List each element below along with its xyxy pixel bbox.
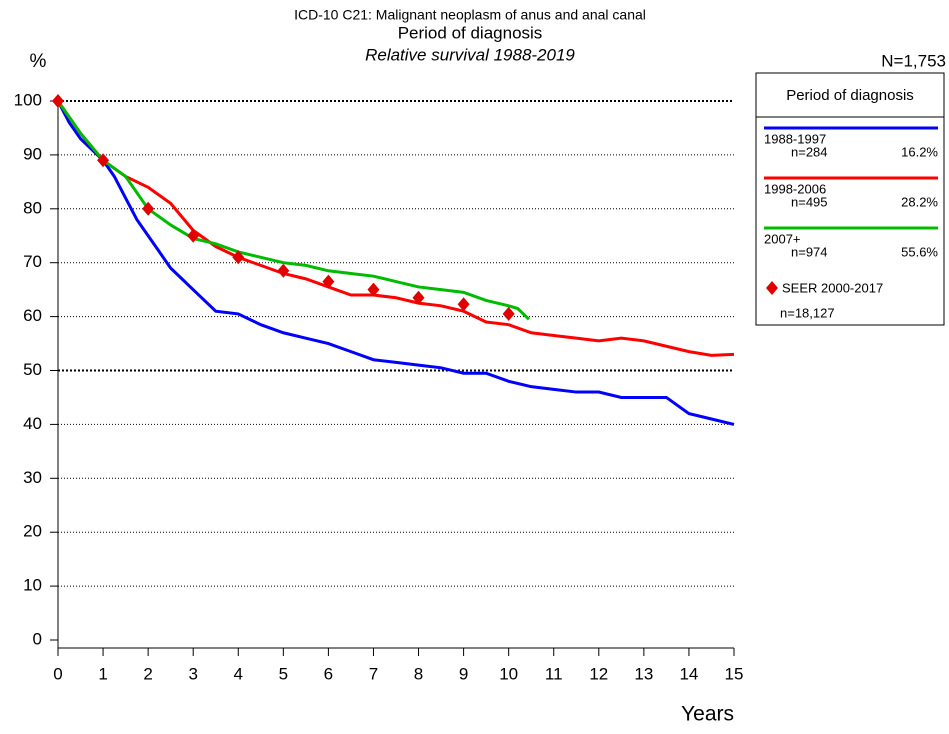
- reference-marker: [457, 297, 470, 312]
- total-count: N=1,753: [881, 51, 946, 70]
- chart-subtitle: Period of diagnosis: [398, 23, 543, 42]
- x-tick-label: 8: [414, 664, 423, 683]
- reference-marker: [322, 274, 335, 289]
- reference-marker: [52, 94, 64, 108]
- x-tick-label: 9: [459, 664, 468, 683]
- reference-marker: [232, 250, 245, 265]
- x-tick-label: 5: [279, 664, 288, 683]
- reference-marker: [412, 290, 425, 305]
- legend-count: n=974: [791, 244, 828, 259]
- legend-marker: [766, 281, 778, 295]
- legend-label: 2007+: [764, 231, 801, 246]
- y-tick-label: 60: [23, 306, 42, 325]
- y-tick-label: 50: [23, 360, 42, 379]
- chart-subtitle: Relative survival 1988-2019: [365, 45, 575, 64]
- legend-share: 16.2%: [901, 144, 938, 159]
- reference-marker: [97, 153, 110, 168]
- y-tick-label: 90: [23, 144, 42, 163]
- y-tick-label: 70: [23, 252, 42, 271]
- legend-box: [755, 72, 945, 326]
- x-tick-label: 1: [98, 664, 107, 683]
- y-tick-label: 40: [23, 414, 42, 433]
- legend-share: 28.2%: [901, 194, 938, 209]
- x-tick-label: 2: [143, 664, 152, 683]
- series-line: [56, 100, 530, 321]
- legend-label: 1988-1997: [764, 131, 826, 146]
- y-tick-label: 80: [23, 198, 42, 217]
- x-tick-label: 10: [499, 664, 518, 683]
- reference-marker: [367, 282, 380, 297]
- x-tick-label: 4: [234, 664, 243, 683]
- x-tick-label: 11: [545, 664, 563, 683]
- y-tick-label: 100: [14, 90, 42, 109]
- x-tick-label: 3: [188, 664, 197, 683]
- x-tick-label: 0: [53, 664, 62, 683]
- reference-marker: [277, 263, 290, 278]
- y-tick-label: 20: [23, 522, 42, 541]
- reference-marker: [142, 201, 155, 216]
- reference-marker: [502, 306, 515, 321]
- y-tick-label: 30: [23, 468, 42, 487]
- legend-label: 1998-2006: [764, 181, 826, 196]
- x-tick-label: 6: [324, 664, 333, 683]
- x-axis-label: Years: [681, 703, 734, 726]
- x-tick-label: 13: [634, 664, 653, 683]
- y-tick-label: 10: [23, 576, 42, 595]
- legend-label: SEER 2000-2017: [782, 280, 883, 295]
- legend-title: Period of diagnosis: [786, 87, 914, 104]
- series-line: [56, 100, 735, 357]
- legend-count: n=18,127: [780, 305, 835, 320]
- legend-count: n=495: [791, 194, 828, 209]
- reference-marker: [187, 228, 200, 243]
- chart-title: ICD-10 C21: Malignant neoplasm of anus a…: [294, 7, 646, 23]
- y-axis-label: %: [30, 51, 47, 72]
- legend-count: n=284: [791, 144, 828, 159]
- x-tick-label: 15: [725, 664, 744, 683]
- x-tick-label: 7: [369, 664, 378, 683]
- y-tick-label: 0: [33, 629, 42, 648]
- legend-share: 55.6%: [901, 244, 938, 259]
- series-line: [56, 100, 735, 426]
- x-tick-label: 12: [589, 664, 608, 683]
- x-tick-label: 14: [679, 664, 698, 683]
